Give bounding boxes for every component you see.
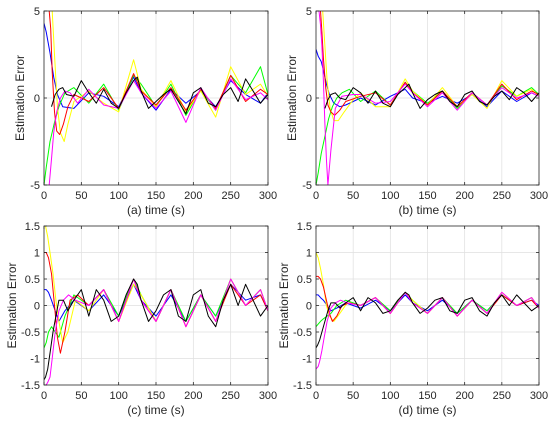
x-tick-label: 250 (493, 390, 511, 402)
x-tick-label: 150 (418, 390, 436, 402)
x-tick-label: 200 (455, 390, 473, 402)
series-line-black (51, 76, 268, 115)
x-tick-label: 100 (381, 390, 399, 402)
series-line-black (324, 83, 539, 109)
x-tick-label: 50 (347, 390, 359, 402)
y-tick-label: 0.5 (297, 274, 312, 286)
y-tick-label: -5 (302, 180, 312, 192)
panel-a: 0 50 100 150 200 250 300-505(a) time (s)Estima… (13, 6, 277, 217)
series-group (44, 11, 268, 185)
y-axis-label: Estimation Error (285, 55, 299, 141)
x-tick-label: 0 (41, 390, 47, 402)
x-tick-label: 300 (259, 390, 277, 402)
y-tick-label: 5 (306, 6, 312, 18)
series-line-yellow (51, 11, 268, 142)
x-tick-label: 100 (109, 390, 127, 402)
series-line-red (320, 11, 539, 116)
x-tick-label: 200 (184, 190, 202, 202)
y-tick-label: -1.5 (293, 380, 312, 392)
x-tick-label: 150 (147, 390, 165, 402)
series-line-black (44, 278, 268, 380)
y-tick-label: 1.5 (25, 221, 40, 233)
x-tick-label: 250 (493, 190, 511, 202)
y-tick-label: -5 (30, 180, 40, 192)
x-tick-label: 50 (347, 190, 359, 202)
y-tick-label: -1 (30, 354, 40, 366)
x-tick-label: 300 (530, 390, 548, 402)
y-tick-label: 0 (34, 93, 40, 105)
x-tick-label: 150 (147, 190, 165, 202)
series-line-magenta (316, 291, 539, 370)
x-tick-label: 250 (221, 190, 239, 202)
x-tick-label: 100 (109, 190, 127, 202)
x-tick-label: 200 (455, 190, 473, 202)
series-group (316, 11, 539, 185)
y-tick-label: 0 (306, 301, 312, 313)
x-tick-label: 100 (381, 190, 399, 202)
y-tick-label: 5 (34, 6, 40, 18)
x-tick-label: 200 (184, 390, 202, 402)
y-tick-label: 1 (34, 248, 40, 260)
series-group (44, 226, 268, 385)
y-tick-label: 0.5 (25, 274, 40, 286)
y-tick-label: 0 (306, 93, 312, 105)
series-line-black (316, 291, 539, 349)
y-tick-label: 1.5 (297, 221, 312, 233)
panel-c: 0 50 100 150 200 250 300 -1.5 -1 -0.5 0 0.5 1 1.5 (c) … (5, 221, 277, 417)
x-tick-label: 50 (75, 390, 87, 402)
x-axis-label: (c) time (s) (127, 403, 184, 417)
x-axis-label: (d) time (s) (399, 403, 457, 417)
panel-b: 0 50 100 150 200 250 300-505(b) time (s)Estima… (285, 6, 548, 217)
x-tick-label: 50 (75, 190, 87, 202)
y-tick-label: -1 (302, 354, 312, 366)
x-tick-label: 250 (221, 390, 239, 402)
y-tick-label: 1 (306, 248, 312, 260)
y-tick-label: -0.5 (21, 327, 40, 339)
y-axis-label: Estimation Error (5, 262, 19, 348)
series-line-magenta (44, 278, 268, 385)
x-axis-label: (b) time (s) (399, 203, 457, 217)
y-tick-label: -1.5 (21, 380, 40, 392)
y-tick-label: 0 (34, 301, 40, 313)
x-tick-label: 300 (259, 190, 277, 202)
x-tick-label: 0 (313, 190, 319, 202)
x-tick-label: 150 (418, 190, 436, 202)
x-tick-label: 0 (313, 390, 319, 402)
panel-d: 0 50 100 150 200 250 300 -1.5 -1 -0.5 0 0.5 1 1.5 (d) … (277, 221, 548, 417)
y-tick-label: -0.5 (293, 327, 312, 339)
y-axis-label: Estimation Error (13, 55, 27, 141)
x-axis-label: (a) time (s) (127, 203, 185, 217)
y-axis-label: Estimation Error (277, 262, 291, 348)
x-tick-label: 0 (41, 190, 47, 202)
series-group (316, 252, 539, 370)
x-tick-label: 300 (530, 190, 548, 202)
